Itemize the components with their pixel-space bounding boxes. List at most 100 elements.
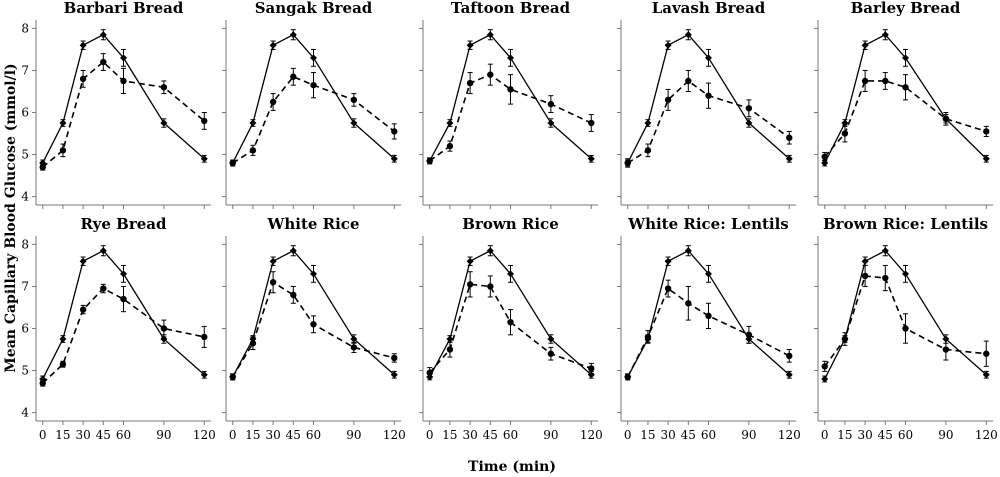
x-tick-label: 0: [426, 428, 434, 442]
chart-panel: White Rice 0 15 30 45 60 90 120: [222, 215, 406, 442]
x-tick-label: 15: [55, 428, 70, 442]
panel-title: White Rice: Lentils: [627, 215, 789, 233]
diamond-point: [200, 155, 208, 163]
x-tick-label: 15: [640, 428, 655, 442]
circle-point: [547, 100, 555, 108]
circle-point: [705, 92, 712, 99]
circle-point: [120, 77, 127, 85]
circle-point: [350, 344, 358, 351]
panel-title: Rye Bread: [80, 215, 167, 233]
circle-point: [942, 346, 950, 353]
circle-point: [100, 58, 107, 66]
y-tick-label: 4: [21, 190, 29, 204]
circle-point: [100, 285, 107, 292]
chart-panel: White Rice: Lentils 0 15 30 45 60 90 120: [617, 215, 801, 442]
x-tick-label: 60: [503, 428, 518, 442]
y-tick-label: 8: [21, 237, 29, 251]
diamond-point: [200, 371, 208, 379]
circle-point: [201, 333, 208, 341]
x-tick-label: 0: [39, 428, 47, 442]
circle-point: [624, 373, 631, 381]
panel-title: Lavash Bread: [652, 0, 766, 17]
panel-title: Barbari Bread: [64, 0, 184, 17]
y-tick-label: 7: [21, 279, 29, 293]
x-tick-label: 45: [681, 428, 696, 442]
circle-point: [745, 105, 753, 112]
x-tick-label: 0: [624, 428, 632, 442]
circle-point: [269, 98, 277, 106]
diamond-point: [350, 119, 358, 127]
diamond-point: [902, 270, 909, 278]
circle-point: [664, 96, 672, 104]
diamond-point: [466, 257, 474, 265]
chart-panel: Brown Rice: Lentils 0 15 30 45 60 90 120: [814, 215, 998, 442]
diamond-point: [902, 54, 909, 62]
circle-point: [745, 331, 753, 339]
circle-point: [685, 300, 692, 307]
x-tick-label: 30: [462, 428, 477, 442]
diamond-point: [587, 155, 595, 163]
circle-point: [39, 379, 46, 387]
diamond-point: [705, 270, 712, 278]
circle-point: [786, 134, 793, 141]
diamond-point: [59, 335, 67, 343]
y-tick-label: 5: [21, 364, 29, 378]
circle-point: [79, 306, 87, 313]
circle-point: [861, 77, 869, 85]
diamond-point: [664, 257, 672, 265]
circle-point: [160, 84, 168, 91]
y-tick-label: 5: [21, 148, 29, 162]
x-tick-label: 90: [938, 428, 953, 442]
circle-point: [201, 117, 208, 125]
diamond-point: [821, 375, 829, 383]
diamond-point: [861, 257, 869, 265]
chart-panel: Barley Bread: [814, 0, 993, 209]
diamond-point: [289, 31, 297, 39]
diamond-point: [881, 31, 889, 39]
circle-point: [664, 285, 672, 292]
circle-point: [705, 312, 712, 320]
circle-point: [120, 295, 127, 303]
circle-point: [350, 96, 358, 104]
diamond-point: [446, 119, 454, 127]
diamond-point: [350, 335, 358, 343]
diamond-point: [785, 371, 793, 379]
circle-point: [942, 115, 950, 123]
circle-point: [391, 354, 398, 362]
circle-point: [882, 77, 889, 85]
circle-point: [588, 365, 595, 372]
circle-point: [229, 159, 236, 167]
x-tick-label: 45: [878, 428, 893, 442]
x-tick-label: 60: [898, 428, 913, 442]
circle-point: [983, 128, 990, 135]
diamond-point: [507, 270, 514, 278]
circle-point: [39, 163, 46, 171]
circle-point: [902, 84, 909, 91]
x-axis-label: Time (min): [468, 459, 556, 475]
circle-point: [391, 128, 398, 135]
circle-point: [902, 325, 909, 332]
y-tick-label: 8: [21, 21, 29, 35]
diamond-point: [745, 119, 753, 127]
circle-point: [821, 363, 828, 370]
y-tick-label: 6: [21, 106, 29, 120]
y-tick-label: 7: [21, 63, 29, 77]
x-tick-label: 90: [543, 428, 558, 442]
diamond-point: [99, 31, 107, 39]
circle-point: [861, 272, 869, 280]
diamond-point: [486, 31, 494, 39]
panel-title: Taftoon Bread: [451, 0, 571, 17]
diamond-point: [705, 54, 712, 62]
diamond-point: [390, 155, 398, 163]
diamond-point: [160, 119, 168, 127]
circle-point: [249, 147, 257, 154]
diamond-point: [99, 247, 107, 255]
circle-point: [446, 142, 454, 150]
circle-point: [841, 130, 849, 137]
x-tick-label: 120: [383, 428, 406, 442]
x-tick-label: 30: [75, 428, 90, 442]
circle-point: [644, 333, 652, 341]
circle-point: [426, 369, 433, 376]
